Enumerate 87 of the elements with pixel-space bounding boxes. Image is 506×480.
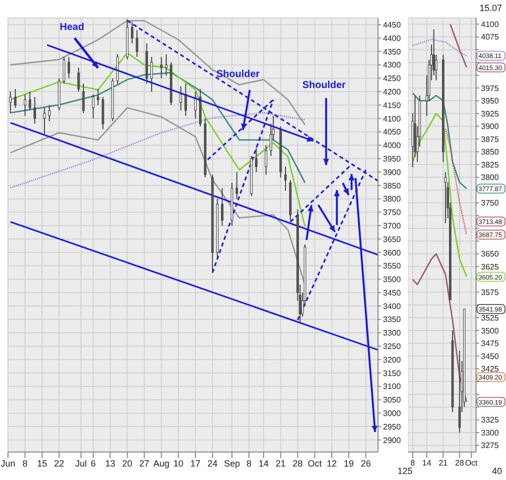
y-tick-label: 4450 <box>383 20 402 30</box>
y-tick-label: 2950 <box>383 422 402 432</box>
y-tick-label: 3400 <box>383 302 402 311</box>
y-tick-label: 4250 <box>383 74 402 84</box>
y-tick-label: 3500 <box>481 326 500 336</box>
x-tick-label: 12 <box>326 458 337 468</box>
y-tick-label: 4000 <box>383 141 402 150</box>
x-tick-label: 8 <box>410 458 416 468</box>
x-tick-label: 13 <box>105 458 116 468</box>
text: 40 <box>492 466 502 476</box>
x-tick-label: 17 <box>190 458 200 468</box>
x-tick-label: 15 <box>37 458 48 468</box>
y-tick-label: 3050 <box>383 396 402 405</box>
x-tick-label: Oct <box>465 458 478 468</box>
annotation: Shoulder <box>302 80 346 91</box>
x-tick-label: 6 <box>90 458 96 468</box>
y-tick-label: 3550 <box>383 262 402 271</box>
y-tick-label: 3300 <box>383 328 402 338</box>
annotation: Head <box>60 22 84 33</box>
x-tick-label: 22 <box>54 458 64 468</box>
y-tick-label: 3650 <box>481 250 500 259</box>
y-tick-label: 4350 <box>383 47 402 56</box>
y-tick-label: 3300 <box>481 428 500 438</box>
y-tick-label: 3525 <box>481 314 500 323</box>
x-tick-label: Oct <box>308 458 322 468</box>
y-tick-label: 3750 <box>383 208 402 218</box>
y-tick-label: 3000 <box>383 408 402 418</box>
y-tick-label: 3575 <box>481 288 500 298</box>
y-tick-label: 4075 <box>481 32 500 42</box>
y-tick-label: 3325 <box>481 416 500 425</box>
x-tick-label: 28 <box>455 458 465 468</box>
y-tick-label: 3825 <box>481 160 500 170</box>
y-tick-label: 3450 <box>481 352 500 361</box>
text: 125 <box>397 466 413 476</box>
y-tick-label: 3625 <box>481 262 500 272</box>
y-tick-label: 3950 <box>383 154 402 164</box>
x-tick-label: 27 <box>139 458 150 468</box>
x-tick-label: 8 <box>246 458 252 468</box>
x-tick-label: 14 <box>422 458 432 468</box>
x-tick-label: Jun <box>0 458 16 468</box>
y-tick-label: 3950 <box>481 96 500 106</box>
x-tick-label: Aug <box>153 458 170 468</box>
x-tick-label: 21 <box>276 458 286 468</box>
y-tick-label: 3925 <box>481 109 500 118</box>
y-tick-label: 4100 <box>383 114 402 124</box>
annotation: Shoulder <box>216 69 260 80</box>
y-tick-label: 3750 <box>481 198 500 208</box>
y-tick-label: 3850 <box>481 148 500 157</box>
y-tick-label: 3275 <box>481 441 500 450</box>
x-tick-label: 24 <box>207 458 218 468</box>
y-tick-label: 4200 <box>383 88 402 97</box>
y-tick-label: 3600 <box>383 248 402 258</box>
x-tick-label: 28 <box>292 458 303 468</box>
y-tick-label: 3100 <box>383 382 402 392</box>
x-tick-label: Sep <box>224 458 240 468</box>
x-tick-label: 21 <box>438 458 448 468</box>
x-tick-label: 10 <box>173 458 184 468</box>
y-tick-label: 3650 <box>383 234 402 244</box>
y-tick-label: 4400 <box>383 34 402 43</box>
text: 15.07 <box>479 3 502 13</box>
y-tick-label: 4100 <box>481 20 500 29</box>
y-tick-label: 4050 <box>383 128 402 137</box>
y-tick-label: 3850 <box>383 181 402 190</box>
y-tick-label: 2900 <box>383 436 402 445</box>
x-tick-label: 20 <box>122 458 132 468</box>
x-tick-label: 14 <box>258 458 269 468</box>
y-tick-label: 3500 <box>383 275 402 284</box>
y-tick-label: 4300 <box>383 60 402 70</box>
y-tick-label: 3425 <box>481 364 500 374</box>
x-tick-label: 8 <box>22 458 28 468</box>
y-tick-label: 3800 <box>481 173 500 182</box>
y-tick-label: 3800 <box>383 194 402 204</box>
x-tick-label: 19 <box>344 458 354 468</box>
x-tick-label: Jul <box>75 458 87 468</box>
y-tick-label: 3450 <box>383 288 402 298</box>
y-tick-label: 3350 <box>383 315 402 324</box>
y-tick-label: 3200 <box>383 355 402 364</box>
y-tick-label: 3700 <box>383 221 402 230</box>
y-tick-label: 3150 <box>383 368 402 378</box>
y-tick-label: 3975 <box>481 84 500 93</box>
y-tick-label: 4150 <box>383 100 402 110</box>
y-tick-label: 3250 <box>383 342 402 352</box>
x-tick-label: 26 <box>360 458 371 468</box>
y-tick-label: 3900 <box>481 122 500 132</box>
y-tick-label: 3475 <box>481 339 500 348</box>
y-tick-label: 3875 <box>481 134 500 144</box>
y-tick-label: 3900 <box>383 168 402 177</box>
